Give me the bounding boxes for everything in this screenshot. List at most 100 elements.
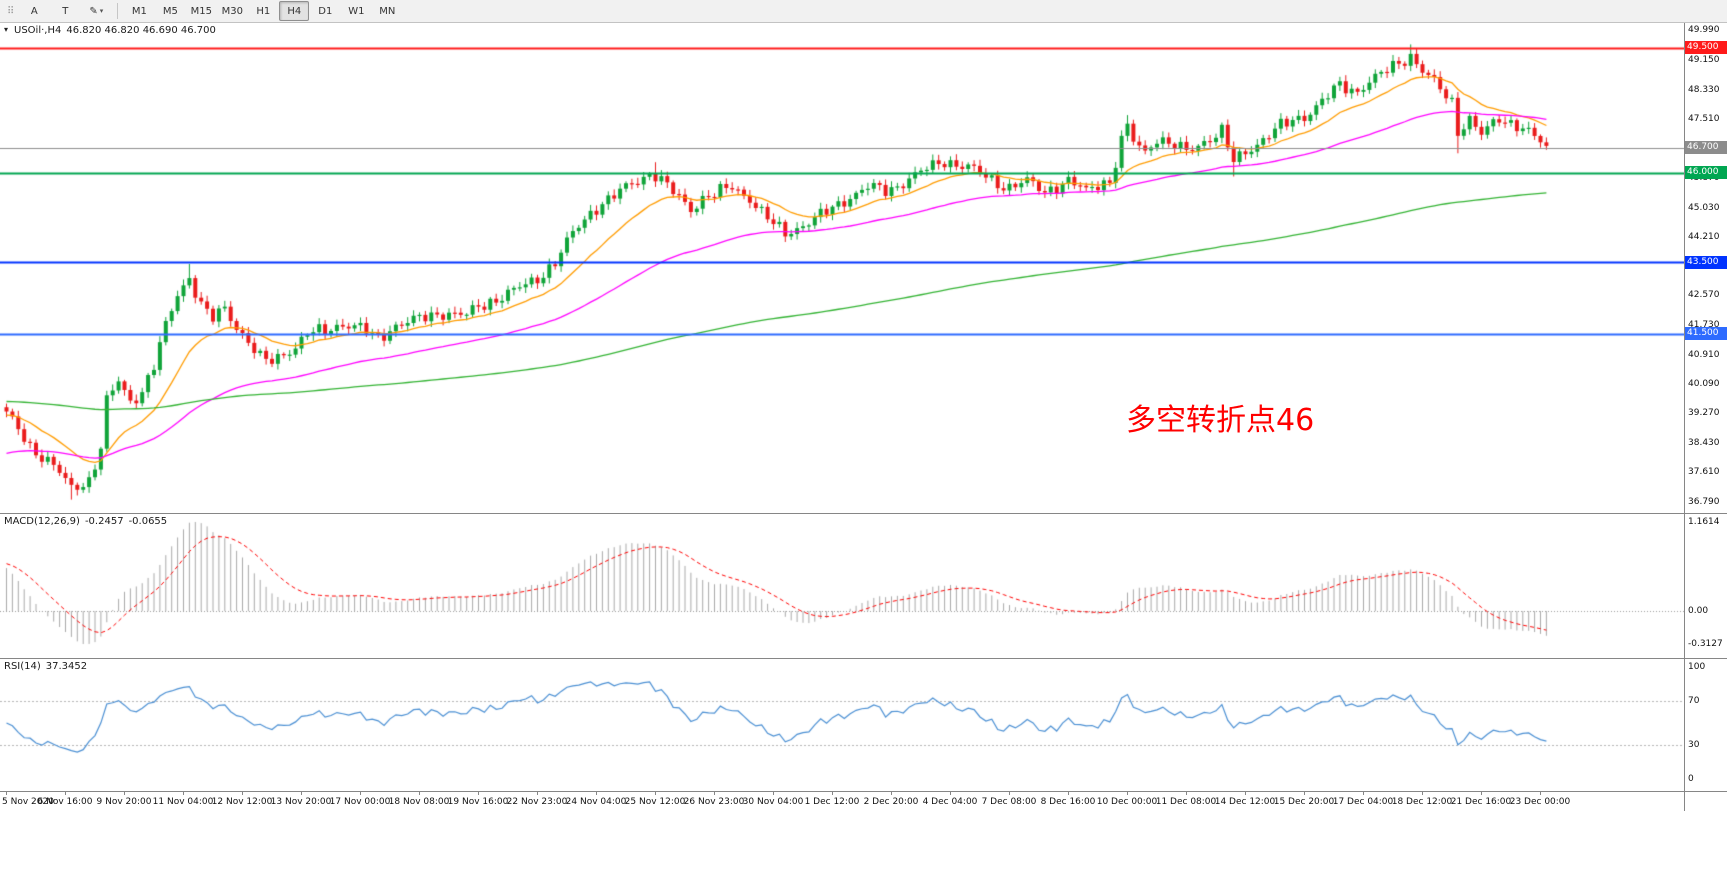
text-tool-button[interactable]: T (62, 5, 69, 17)
time-label: 19 Nov 16:00 (447, 797, 509, 807)
time-tick-mark (1245, 792, 1246, 795)
toolbar: ⠿ A T ✎ ▾ M1 M5 M15 M30 H1 H4 D1 W1 MN (0, 0, 1727, 23)
time-label: 17 Dec 04:00 (1332, 797, 1394, 807)
time-tick-mark (1422, 792, 1423, 795)
timeframe-button-mn[interactable]: MN (379, 5, 396, 17)
symbol-title: USOil·,H4 (14, 25, 62, 36)
time-tick-mark (537, 792, 538, 795)
time-label: 6 Nov 16:00 (37, 797, 93, 807)
price-tick-label: 42.570 (1688, 290, 1720, 301)
time-label: 26 Nov 23:00 (683, 797, 745, 807)
macd-axis-label: 0.00 (1688, 606, 1709, 617)
macd-label: MACD(12,26,9) (4, 516, 80, 527)
time-tick-mark (1127, 792, 1128, 795)
timeframe-button-h1[interactable]: H1 (256, 5, 271, 17)
time-tick-mark (1009, 792, 1010, 795)
rsi-axis-label: 100 (1688, 662, 1706, 672)
time-label: 15 Dec 20:00 (1273, 797, 1335, 807)
time-tick-mark (6, 792, 7, 795)
chart-header: ▾ USOil·,H4 46.820 46.820 46.690 46.700 (4, 25, 216, 36)
timeframe-button-w1[interactable]: W1 (348, 5, 365, 17)
time-label: 18 Nov 08:00 (388, 797, 450, 807)
macd-canvas[interactable] (0, 514, 1684, 658)
symbol-caret-icon: ▾ (4, 25, 9, 34)
rsi-panel: RSI(14) 37.3452 100 70 30 0 (0, 658, 1727, 791)
macd-main-value: -0.2457 (84, 516, 124, 527)
macd-header: MACD(12,26,9) -0.2457 -0.0655 (4, 516, 167, 527)
time-tick-mark (1363, 792, 1364, 795)
rsi-axis[interactable]: 100 70 30 0 (1684, 659, 1727, 791)
draw-tool-button[interactable]: ✎ ▾ (81, 1, 111, 21)
price-badge: 46.700 (1685, 141, 1727, 155)
pencil-icon: ✎ (89, 5, 98, 17)
price-tick-label: 45.030 (1688, 202, 1720, 213)
timeframe-button-m1[interactable]: M1 (131, 5, 147, 17)
price-tick-label: 49.150 (1688, 55, 1720, 66)
price-chart-canvas[interactable] (0, 23, 1684, 513)
time-label: 12 Nov 12:00 (211, 797, 273, 807)
time-label: 22 Nov 23:00 (506, 797, 568, 807)
time-tick-mark (1304, 792, 1305, 795)
price-tick-label: 37.610 (1688, 467, 1720, 478)
toolbar-grip-icon[interactable]: ⠿ (7, 5, 15, 17)
time-label: 9 Nov 20:00 (96, 797, 152, 807)
macd-axis-label: 1.1614 (1688, 517, 1720, 527)
price-axis[interactable]: 49.99049.15048.33047.51045.87045.03044.2… (1684, 23, 1727, 513)
rsi-canvas[interactable] (0, 659, 1684, 791)
time-label: 13 Nov 20:00 (270, 797, 332, 807)
timeframe-button-m15[interactable]: M15 (190, 5, 212, 17)
macd-plot[interactable]: MACD(12,26,9) -0.2457 -0.0655 (0, 514, 1684, 658)
time-tick-mark (1186, 792, 1187, 795)
timeframe-button-m30[interactable]: M30 (221, 5, 243, 17)
timeframe-button-m5[interactable]: M5 (162, 5, 178, 17)
time-tick-mark (714, 792, 715, 795)
text-label-a-button[interactable]: A (30, 5, 38, 17)
price-badge: 43.500 (1685, 255, 1727, 269)
time-axis[interactable]: 5 Nov 2020 6 Nov 16:00 9 Nov 20:00 11 Nov 0… (0, 791, 1727, 811)
macd-axis[interactable]: 1.1614 0.00 -0.3127 (1684, 514, 1727, 658)
time-label: 30 Nov 04:00 (742, 797, 804, 807)
rsi-axis-label: 30 (1688, 740, 1700, 751)
ohlc-values: 46.820 46.820 46.690 46.700 (66, 25, 216, 36)
empty-area (0, 811, 1727, 893)
chart-annotation-text[interactable]: 多空转折点46 (1126, 403, 1315, 438)
time-tick-mark (773, 792, 774, 795)
toolbar-separator (117, 3, 119, 19)
chevron-down-icon: ▾ (99, 7, 104, 15)
time-tick-mark (832, 792, 833, 795)
rsi-header: RSI(14) 37.3452 (4, 661, 87, 672)
time-tick-mark (1481, 792, 1482, 795)
time-label: 21 Dec 16:00 (1450, 797, 1512, 807)
time-label: 7 Dec 08:00 (981, 797, 1037, 807)
price-tick-label: 40.910 (1688, 349, 1720, 360)
rsi-axis-label: 70 (1688, 695, 1700, 706)
price-tick-label: 47.510 (1688, 114, 1720, 125)
price-chart-plot[interactable]: ▾ USOil·,H4 46.820 46.820 46.690 46.700 … (0, 23, 1684, 513)
time-tick-mark (478, 792, 479, 795)
timeframe-group: M1 M5 M15 M30 H1 H4 D1 W1 MN (124, 1, 402, 21)
time-label: 8 Dec 16:00 (1040, 797, 1096, 807)
time-tick-mark (65, 792, 66, 795)
price-tick-label: 49.990 (1688, 25, 1720, 36)
time-label: 11 Nov 04:00 (152, 797, 214, 807)
time-label: 18 Dec 12:00 (1391, 797, 1453, 807)
time-tick-mark (183, 792, 184, 795)
time-label: 17 Nov 00:00 (329, 797, 391, 807)
time-tick-mark (1540, 792, 1541, 795)
price-badge: 46.000 (1685, 166, 1727, 180)
timeframe-button-h4[interactable]: H4 (279, 1, 310, 21)
timeframe-button-d1[interactable]: D1 (318, 5, 333, 17)
rsi-plot[interactable]: RSI(14) 37.3452 (0, 659, 1684, 791)
time-tick-mark (1068, 792, 1069, 795)
time-label: 5 Nov 2020 (2, 797, 54, 807)
macd-axis-label: -0.3127 (1688, 639, 1723, 649)
rsi-label: RSI(14) (4, 661, 41, 672)
time-label: 1 Dec 12:00 (804, 797, 860, 807)
price-tick-label: 39.270 (1688, 408, 1720, 419)
macd-signal-value: -0.0655 (128, 516, 168, 527)
time-label: 4 Dec 04:00 (922, 797, 978, 807)
time-tick-mark (419, 792, 420, 795)
price-badge: 49.500 (1685, 41, 1727, 55)
time-tick-mark (655, 792, 656, 795)
